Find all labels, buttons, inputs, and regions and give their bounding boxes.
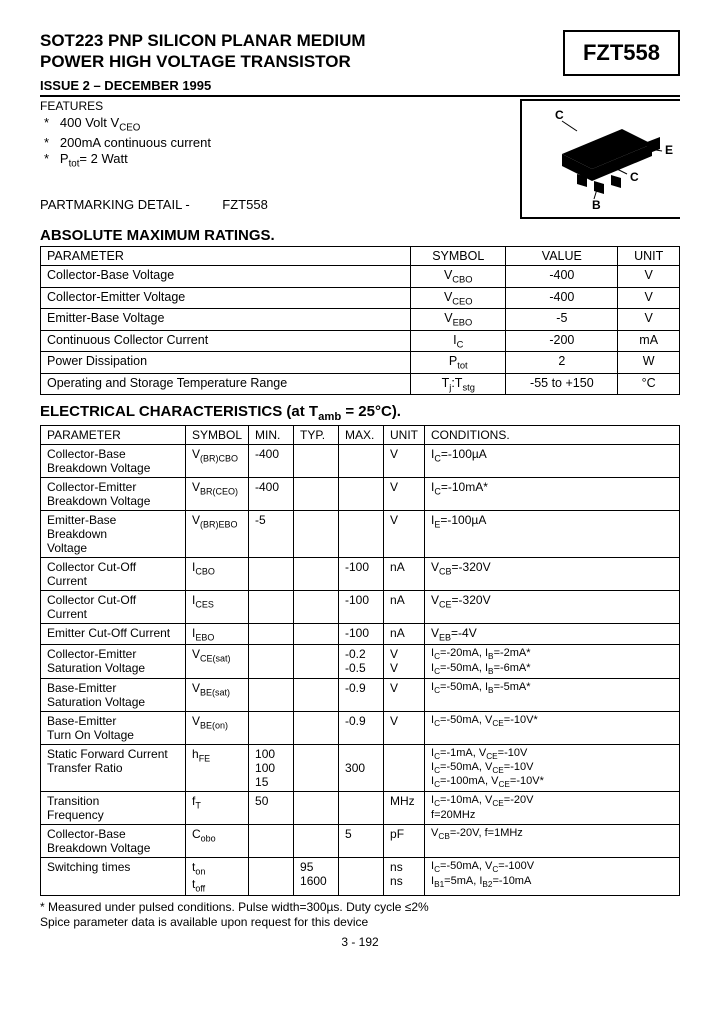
header: SOT223 PNP SILICON PLANAR MEDIUM POWER H… — [40, 30, 680, 76]
table-row: Collector-Emitter VoltageVCEO-400V — [41, 287, 680, 309]
table-row: Collector-Base VoltageVCBO-400V — [41, 266, 680, 288]
ec-table: PARAMETER SYMBOL MIN. TYP. MAX. UNIT CON… — [40, 425, 680, 896]
pin-b-label: B — [592, 198, 601, 212]
table-row: Emitter-Base VoltageVEBO-5V — [41, 309, 680, 331]
table-row: Switching timestontoff95 1600ns nsIC=-50… — [41, 858, 680, 896]
package-diagram: C E C B — [520, 99, 680, 219]
table-row: Collector Cut-Off CurrentICES-100nAVCE=-… — [41, 591, 680, 624]
features-heading: FEATURES — [40, 99, 500, 113]
part-number-box: FZT558 — [563, 30, 680, 76]
issue-line: ISSUE 2 – DECEMBER 1995 — [40, 78, 680, 97]
features-block: FEATURES * 400 Volt VCEO * 200mA continu… — [40, 99, 680, 219]
main-title-line2: POWER HIGH VOLTAGE TRANSISTOR — [40, 51, 543, 72]
table-row: Collector-Emitter Saturation VoltageVCE(… — [41, 645, 680, 678]
footnote: * Measured under pulsed conditions. Puls… — [40, 900, 680, 929]
table-row: Operating and Storage Temperature RangeT… — [41, 373, 680, 395]
amr-heading: ABSOLUTE MAXIMUM RATINGS. — [40, 227, 680, 244]
table-row: Emitter-Base Breakdown VoltageV(BR)EBO-5… — [41, 511, 680, 558]
table-row: Collector-Base Breakdown VoltageCobo5pFV… — [41, 825, 680, 858]
sot223-icon: C E C B — [522, 101, 682, 221]
table-row: Continuous Collector CurrentIC-200mA — [41, 330, 680, 352]
amr-table: PARAMETER SYMBOL VALUE UNIT Collector-Ba… — [40, 246, 680, 395]
pin-e-label: E — [665, 143, 673, 157]
table-row: Power DissipationPtot2W — [41, 352, 680, 374]
table-row: Transition FrequencyfT50MHzIC=-10mA, VCE… — [41, 792, 680, 825]
table-row: Collector Cut-Off CurrentICBO-100nAVCB=-… — [41, 558, 680, 591]
feature-item: * 400 Volt VCEO — [44, 115, 500, 134]
table-row: Emitter Cut-Off CurrentIEBO-100nAVEB=-4V — [41, 624, 680, 645]
title-block: SOT223 PNP SILICON PLANAR MEDIUM POWER H… — [40, 30, 543, 73]
table-row: Collector-Base Breakdown VoltageV(BR)CBO… — [41, 445, 680, 478]
table-header-row: PARAMETER SYMBOL MIN. TYP. MAX. UNIT CON… — [41, 426, 680, 445]
pin-c-label: C — [630, 170, 639, 184]
partmarking: PARTMARKING DETAIL - FZT558 — [40, 197, 500, 212]
features-text: FEATURES * 400 Volt VCEO * 200mA continu… — [40, 99, 500, 219]
table-row: Base-Emitter Saturation VoltageVBE(sat)-… — [41, 678, 680, 711]
table-row: Static Forward Current Transfer RatiohFE… — [41, 744, 680, 792]
table-row: Collector-Emitter Breakdown VoltageVBR(C… — [41, 478, 680, 511]
ec-heading: ELECTRICAL CHARACTERISTICS (at Tamb = 25… — [40, 403, 680, 423]
feature-item: * Ptot= 2 Watt — [44, 151, 500, 170]
main-title-line1: SOT223 PNP SILICON PLANAR MEDIUM — [40, 30, 543, 51]
feature-item: * 200mA continuous current — [44, 135, 500, 150]
table-row: Base-Emitter Turn On VoltageVBE(on)-0.9V… — [41, 711, 680, 744]
table-header-row: PARAMETER SYMBOL VALUE UNIT — [41, 247, 680, 266]
page-number: 3 - 192 — [40, 935, 680, 949]
pin-c-label: C — [555, 108, 564, 122]
